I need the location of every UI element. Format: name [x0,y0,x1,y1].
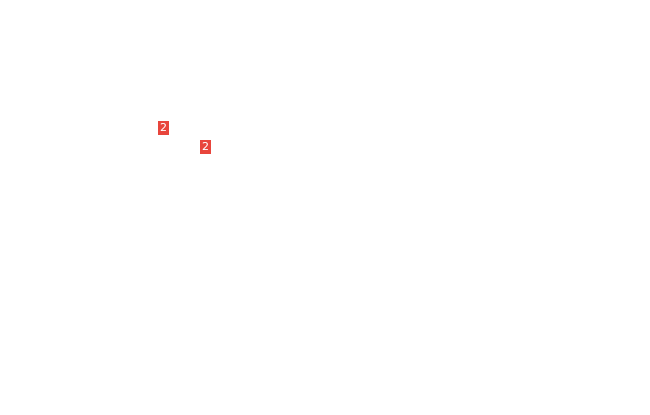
count-badge: 2 [200,140,211,154]
count-badge: 2 [158,121,169,135]
